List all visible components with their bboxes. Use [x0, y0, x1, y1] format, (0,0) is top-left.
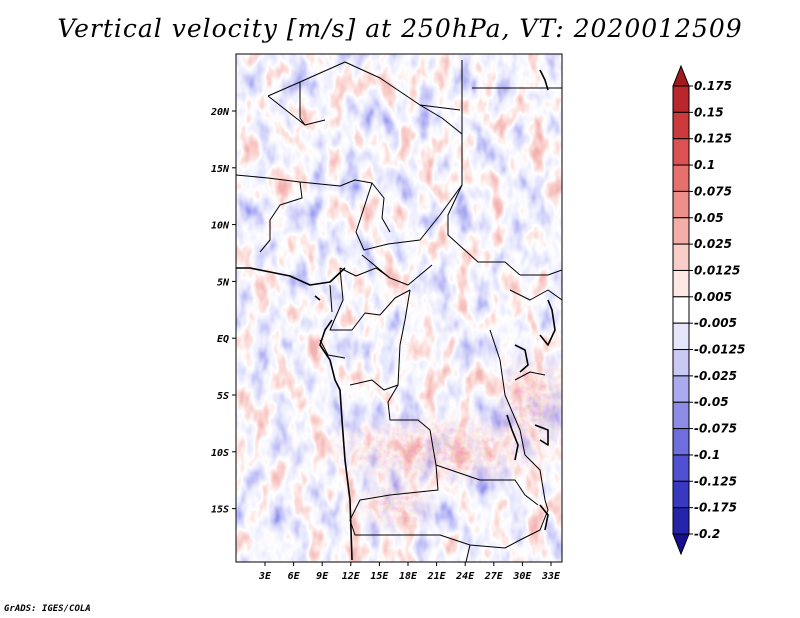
- colorbar-bottom-arrow: [672, 533, 690, 556]
- colorbar-label: 0.075: [694, 184, 732, 198]
- credit-label: GrADS: IGES/COLA: [4, 604, 91, 614]
- colorbar-label: 0.025: [694, 237, 732, 251]
- lon-label: 15E: [370, 571, 389, 582]
- lon-label: 33E: [541, 571, 561, 582]
- lat-label: 15N: [211, 164, 230, 175]
- colorbar-swatch: [672, 217, 690, 245]
- colorbar-swatch: [672, 296, 690, 324]
- colorbar: 0.175 0.15 0.125 0.1 0.075 0.05 0.025 0.0125 0.0…: [672, 64, 745, 556]
- colorbar-label: -0.2: [694, 527, 720, 541]
- lat-label: 10S: [211, 448, 229, 459]
- colorbar-swatch: [672, 269, 690, 298]
- lat-label: 15S: [211, 505, 229, 516]
- lat-label: 5N: [217, 277, 230, 288]
- colorbar-swatch: [672, 454, 690, 482]
- map-frame: [235, 53, 563, 563]
- colorbar-swatch: [672, 401, 690, 430]
- lat-label: 5S: [217, 391, 229, 402]
- latitude-axis: 20N 15N 10N 5N EQ 5S 10S 15S: [210, 107, 236, 516]
- lon-label: 27E: [484, 571, 504, 582]
- lon-label: 3E: [258, 571, 272, 582]
- lat-label: 20N: [210, 107, 230, 118]
- lon-label: 12E: [342, 571, 361, 582]
- colorbar-swatch: [672, 85, 690, 113]
- colorbar-label: 0.005: [694, 290, 732, 304]
- colorbar-label: 0.1: [694, 158, 715, 172]
- colorbar-label: -0.05: [694, 395, 729, 409]
- colorbar-swatch: [672, 243, 690, 271]
- colorbar-swatch: [672, 428, 690, 456]
- colorbar-swatch: [672, 164, 690, 192]
- colorbar-swatch: [672, 349, 690, 377]
- colorbar-label: 0.05: [694, 211, 724, 225]
- colorbar-label: 0.15: [694, 105, 724, 119]
- longitude-axis: 3E 6E 9E 12E 15E 18E 21E 24E 27E 30E 33E: [258, 562, 561, 582]
- coastlines-and-lakes: [236, 69, 556, 561]
- lon-label: 30E: [512, 571, 532, 582]
- colorbar-label: 0.125: [694, 132, 732, 146]
- colorbar-label: -0.005: [694, 316, 737, 330]
- colorbar-swatch: [672, 507, 690, 535]
- colorbar-swatch: [672, 111, 690, 140]
- colorbar-top-arrow: [672, 64, 690, 87]
- colorbar-label: -0.025: [694, 369, 737, 383]
- country-borders: [236, 60, 562, 562]
- map-plot-area: [235, 53, 563, 563]
- lon-label: 6E: [288, 571, 301, 582]
- colorbar-label: -0.175: [694, 501, 737, 515]
- colorbar-swatch: [672, 190, 690, 219]
- colorbar-label: -0.125: [694, 474, 737, 488]
- colorbar-swatch: [672, 375, 690, 403]
- colorbar-label: 0.175: [694, 79, 732, 93]
- map-title: Vertical velocity [m/s] at 250hPa, VT: 2…: [57, 14, 743, 43]
- lon-label: 9E: [316, 571, 329, 582]
- colorbar-label: -0.1: [694, 448, 720, 462]
- colorbar-swatch: [672, 322, 690, 351]
- colorbar-label: 0.0125: [694, 263, 740, 277]
- colorbar-swatch: [672, 138, 690, 166]
- lon-label: 18E: [399, 571, 418, 582]
- colorbar-swatch: [672, 480, 690, 509]
- lat-label: EQ: [217, 334, 229, 345]
- ascent-hotspots: [236, 54, 562, 562]
- colorbar-label: -0.0125: [694, 343, 745, 357]
- colorbar-label: -0.075: [694, 422, 737, 436]
- lat-label: 10N: [211, 221, 230, 232]
- lon-label: 21E: [427, 571, 447, 582]
- lon-label: 24E: [455, 571, 475, 582]
